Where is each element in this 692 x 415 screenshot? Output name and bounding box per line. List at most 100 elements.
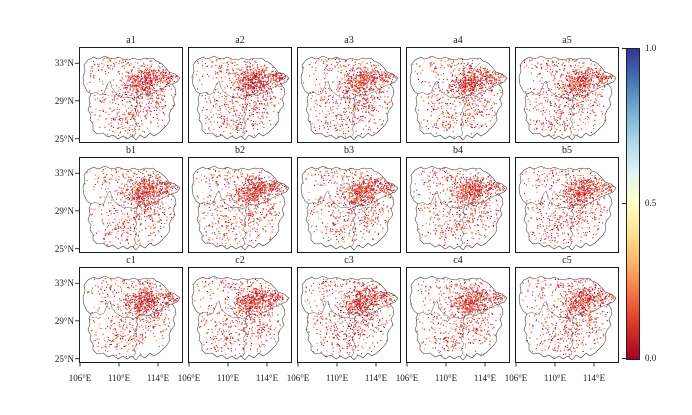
scatter-points [192,276,288,360]
scatter-points [519,167,616,248]
scatter-points [193,167,288,246]
province-border [459,205,466,248]
subplot-title-b5: b5 [562,145,572,156]
subplot-c4: c4 [406,256,510,367]
province-border [199,300,282,320]
province-border [132,315,139,358]
x-tick-label: 106°E [177,373,201,383]
region-outline [191,55,290,141]
subplot-frame [406,157,510,253]
scatter-points [410,56,505,139]
scatter-points [86,56,180,133]
subplot-title-c5: c5 [562,255,572,266]
subplot-b5: b5 [515,146,619,253]
scatter-layer [192,166,289,250]
region-outline [191,165,290,251]
province-border [90,80,173,100]
scatter-layer [519,166,616,250]
scatter-points [303,56,398,139]
y-tick-label: 25°N [54,244,74,254]
scatter-points [84,56,178,140]
scatter-points [192,166,289,250]
scatter-points [419,166,507,242]
map-canvas [75,157,183,253]
subplot-frame [79,267,183,363]
subplot-b2: b2 [188,146,292,253]
subplot-c1: c1 [75,256,183,367]
subplot-title-b3: b3 [344,145,354,156]
scatter-points [519,276,615,360]
subplot-title-b2: b2 [235,145,245,156]
x-tick-label: 106°E [504,373,528,383]
scatter-layer [83,276,180,360]
map-canvas [406,157,510,253]
x-tick-label: 114°E [582,373,606,383]
subplot-a4: a4 [406,36,510,143]
scatter-points [520,59,614,140]
x-tick-label: 114°E [364,373,388,383]
subplot-c3: c3 [297,256,401,367]
region-outline [518,165,617,251]
colorbar-tick-mark [622,203,626,204]
region-outline [409,55,508,141]
scatter-points [519,56,616,140]
region-outline [82,275,181,361]
x-tick-label: 110°E [216,373,240,383]
scatter-layer [519,56,616,140]
x-tick-label: 110°E [434,373,458,383]
subplot-title-a3: a3 [344,35,354,46]
province-border [526,190,609,210]
scatter-points [83,166,180,244]
scatter-points [303,277,397,360]
region-outline [409,165,508,251]
x-tick-label: 106°E [395,373,419,383]
scatter-layer [519,276,616,360]
scatter-layer [301,276,398,360]
subplot-a2: a2 [188,36,292,143]
subplot-title-a4: a4 [453,35,463,46]
scatter-points [527,276,616,357]
scatter-layer [83,56,180,140]
scatter-points [519,166,616,250]
province-border [308,190,391,210]
map-canvas [406,267,510,367]
subplot-c2: c2 [188,256,292,367]
y-tick-label: 25°N [54,354,74,364]
scatter-points [192,276,289,356]
subplot-frame [188,157,292,253]
province-border [308,80,391,100]
scatter-points [91,280,176,353]
region-outline [300,165,399,251]
province-border [568,95,575,138]
map-canvas [406,47,510,143]
scatter-points [83,56,180,140]
scatter-points [519,166,616,250]
province-border [417,80,500,100]
scatter-points [310,276,385,356]
region-outline [82,55,181,141]
colorbar-tick-label: 0.5 [645,198,657,208]
region-outline [191,275,290,361]
subplot-title-c2: c2 [235,255,245,266]
province-border [199,190,282,210]
province-border [417,190,500,210]
scatter-points [192,276,289,360]
subplot-b3: b3 [297,146,401,253]
subplot-b4: b4 [406,146,510,253]
scatter-points [412,166,506,248]
subplot-frame [188,267,292,363]
map-canvas [515,157,619,253]
subplot-a3: a3 [297,36,401,143]
map-canvas [515,267,619,367]
scatter-layer [301,56,398,140]
scatter-layer [192,276,289,360]
subplot-frame [515,267,619,363]
map-canvas [188,47,292,143]
scatter-points [192,166,287,250]
scatter-layer [410,56,507,139]
province-border [241,315,248,358]
province-border [526,300,609,320]
scatter-points [301,276,397,357]
x-tick-label: 110°E [543,373,567,383]
